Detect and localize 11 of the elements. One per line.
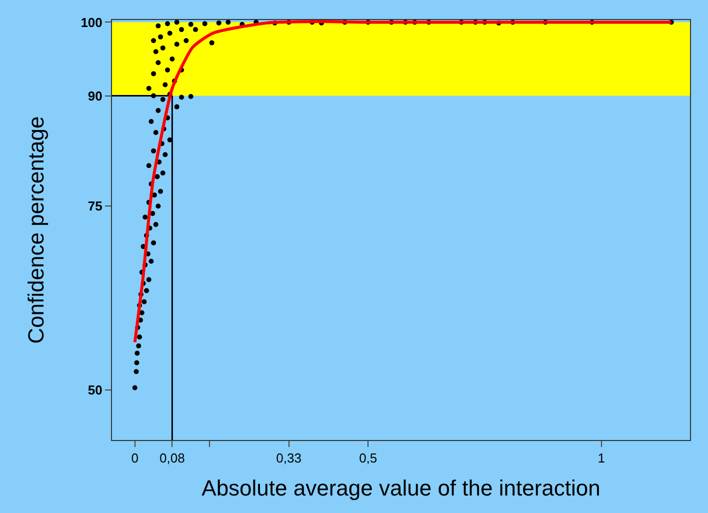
x-tick-label: 1	[598, 450, 605, 466]
y-axis-title: Confidence percentage	[23, 116, 48, 344]
x-axis-title: Absolute average value of the interaction	[202, 476, 600, 500]
x-tick-label: 0,33	[276, 450, 302, 466]
x-tick-label: 0	[131, 450, 138, 466]
y-tick-label: 100	[80, 14, 102, 30]
y-tick-label: 90	[88, 88, 102, 104]
y-tick-label: 50	[88, 382, 102, 398]
x-tick-label: 0,08	[160, 450, 185, 466]
x-tick-label: 0,5	[359, 450, 378, 466]
y-tick-label: 75	[88, 198, 102, 214]
